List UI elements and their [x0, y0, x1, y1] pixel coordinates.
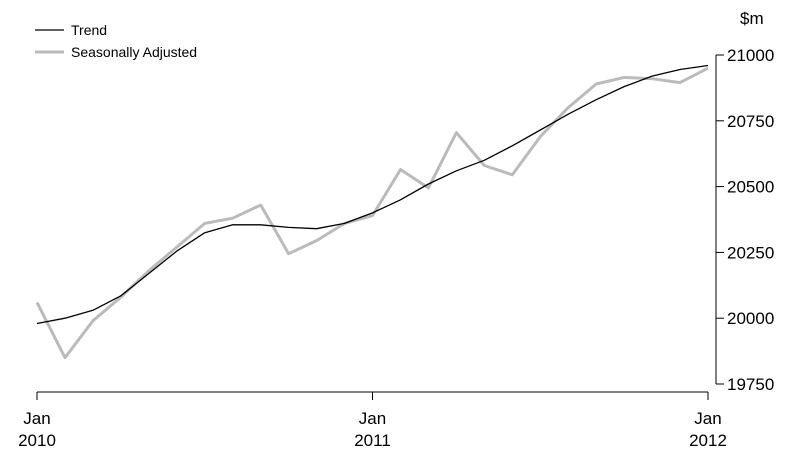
y-tick-label: 21000: [727, 46, 774, 65]
legend: Trend Seasonally Adjusted: [35, 22, 197, 60]
legend-label: Trend: [71, 22, 107, 38]
y-tick-label: 20250: [727, 243, 774, 262]
x-tick-label-month: Jan: [359, 409, 386, 428]
x-tick-label-month: Jan: [694, 409, 721, 428]
axes: 19750 20000 20250 20500 20750 21000 $m Jan 2010 J…: [18, 9, 774, 450]
y-unit-label: $m: [740, 9, 764, 28]
x-tick-label-year: 2011: [354, 431, 391, 450]
y-tick-label: 20750: [727, 112, 774, 131]
y-tick-label: 19750: [727, 375, 774, 394]
y-tick-label: 20500: [727, 178, 774, 197]
legend-label: Seasonally Adjusted: [71, 44, 197, 60]
x-tick-label-year: 2010: [18, 431, 56, 450]
y-tick-label: 20000: [727, 309, 774, 328]
series-line-seasonally-adjusted: [35, 66, 709, 360]
x-tick-label-year: 2012: [689, 431, 727, 450]
series-line-trend: [36, 64, 709, 325]
series-layer: [35, 64, 709, 360]
x-tick-label-month: Jan: [23, 409, 50, 428]
